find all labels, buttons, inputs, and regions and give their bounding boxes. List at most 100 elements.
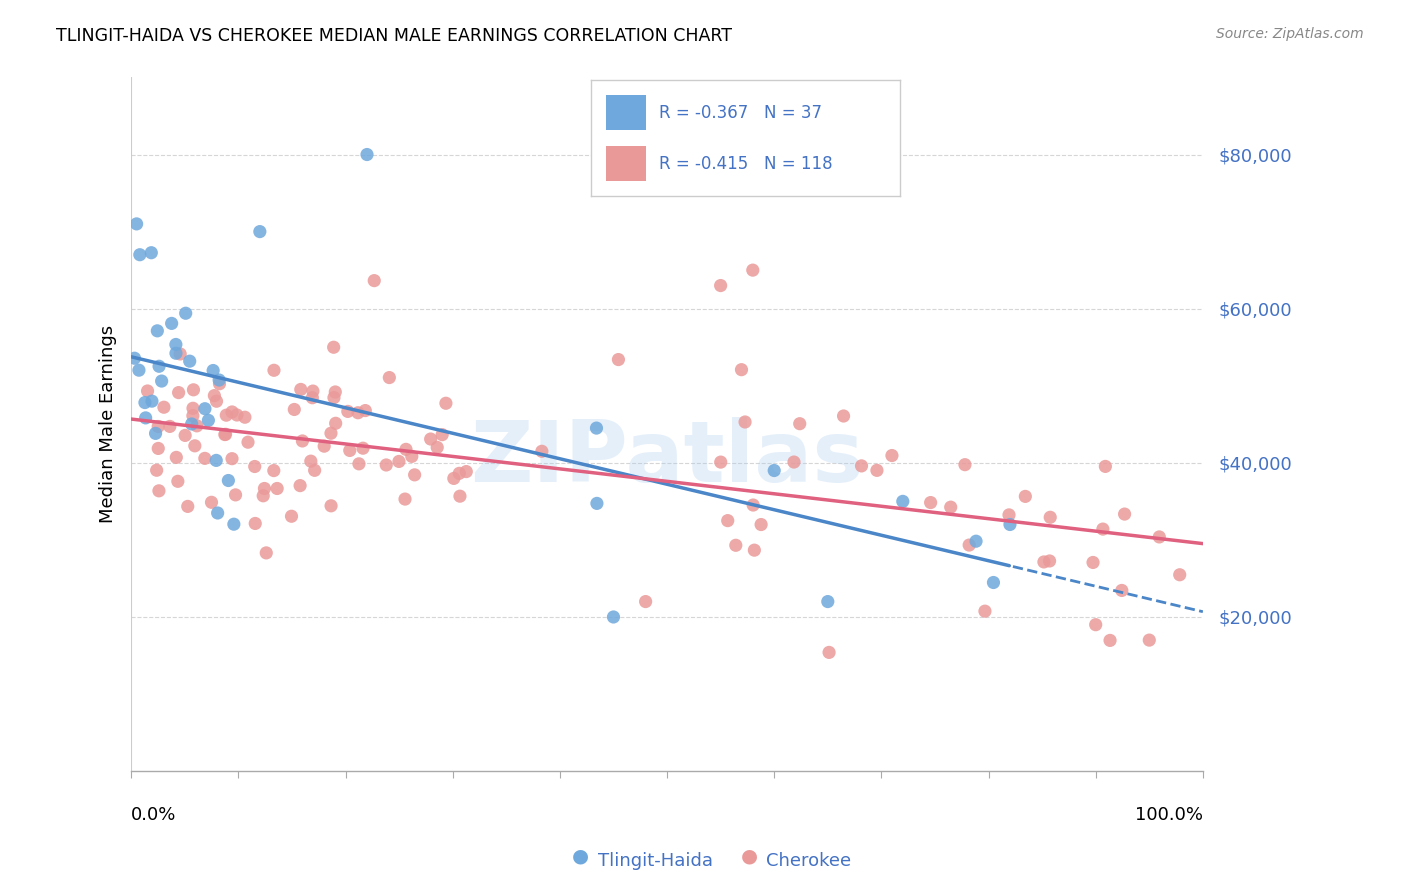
Point <box>319 426 342 441</box>
Point <box>249 225 271 239</box>
Point <box>404 467 426 482</box>
Point <box>124 351 146 366</box>
Point <box>299 454 322 468</box>
Point <box>1099 633 1122 648</box>
Point <box>134 395 156 409</box>
Point <box>388 454 411 468</box>
Text: 100.0%: 100.0% <box>1135 805 1204 824</box>
Point <box>291 434 314 448</box>
Point <box>253 482 276 496</box>
Point <box>419 432 441 446</box>
Point <box>302 384 325 398</box>
Point <box>426 441 449 455</box>
Point <box>851 458 873 473</box>
Point <box>998 508 1021 522</box>
Point <box>146 324 169 338</box>
Point <box>1014 489 1036 503</box>
Point <box>1111 583 1133 598</box>
Point <box>363 274 385 288</box>
Bar <box>606 95 647 130</box>
Point <box>717 514 740 528</box>
Point <box>215 408 238 422</box>
Point <box>1149 530 1171 544</box>
Point <box>245 516 267 531</box>
Point <box>236 435 259 450</box>
Point <box>179 354 201 368</box>
Point <box>866 463 889 477</box>
Point <box>186 418 208 433</box>
Point <box>1091 522 1114 536</box>
Text: Cherokee: Cherokee <box>766 852 852 870</box>
Point <box>217 474 239 488</box>
Point <box>832 409 855 423</box>
Point <box>174 306 197 320</box>
Point <box>356 147 378 161</box>
Text: 0.0%: 0.0% <box>131 805 177 824</box>
Point <box>323 391 346 405</box>
Point <box>181 409 204 423</box>
Point <box>965 534 987 549</box>
Point <box>1084 617 1107 632</box>
Text: TLINGIT-HAIDA VS CHEROKEE MEDIAN MALE EARNINGS CORRELATION CHART: TLINGIT-HAIDA VS CHEROKEE MEDIAN MALE EA… <box>56 27 733 45</box>
Point <box>181 401 204 416</box>
Point <box>818 645 841 659</box>
Text: Tlingit-Haida: Tlingit-Haida <box>598 852 713 870</box>
Point <box>205 394 228 409</box>
Point <box>208 373 231 387</box>
Point <box>953 458 976 472</box>
Point <box>401 450 423 464</box>
Point <box>783 455 806 469</box>
Point <box>1039 510 1062 524</box>
Point <box>153 401 176 415</box>
Point <box>169 347 191 361</box>
Point <box>184 439 207 453</box>
Point <box>197 413 219 427</box>
Point <box>749 517 772 532</box>
Point <box>145 463 167 477</box>
Point <box>880 449 903 463</box>
Point <box>983 575 1005 590</box>
Text: ●: ● <box>572 847 589 865</box>
Point <box>354 403 377 417</box>
Point <box>352 441 374 455</box>
Point <box>730 362 752 376</box>
Point <box>456 465 478 479</box>
Point <box>434 396 457 410</box>
Point <box>225 488 247 502</box>
Point <box>375 458 398 472</box>
Point <box>586 496 609 510</box>
Point <box>742 498 765 512</box>
Point <box>1168 567 1191 582</box>
Point <box>974 604 997 618</box>
Point <box>891 494 914 508</box>
Point <box>395 442 418 457</box>
Point <box>724 538 747 552</box>
Point <box>734 415 756 429</box>
Point <box>530 444 553 458</box>
Point <box>160 317 183 331</box>
Point <box>159 419 181 434</box>
Point <box>290 383 312 397</box>
Point <box>221 451 243 466</box>
Point <box>288 478 311 492</box>
Point <box>183 383 205 397</box>
Point <box>263 363 285 377</box>
Point <box>607 352 630 367</box>
Point <box>347 406 370 420</box>
Y-axis label: Median Male Earnings: Median Male Earnings <box>100 326 117 524</box>
Point <box>817 594 839 608</box>
Point <box>304 463 326 477</box>
Point <box>202 389 225 403</box>
Point <box>233 410 256 425</box>
Point <box>214 427 236 442</box>
Point <box>180 417 202 431</box>
Point <box>430 427 453 442</box>
Point <box>634 594 657 608</box>
Point <box>280 509 302 524</box>
Point <box>125 217 148 231</box>
Point <box>200 495 222 509</box>
Point <box>165 450 187 465</box>
Point <box>789 417 811 431</box>
Point <box>763 464 786 478</box>
Point <box>1032 555 1054 569</box>
